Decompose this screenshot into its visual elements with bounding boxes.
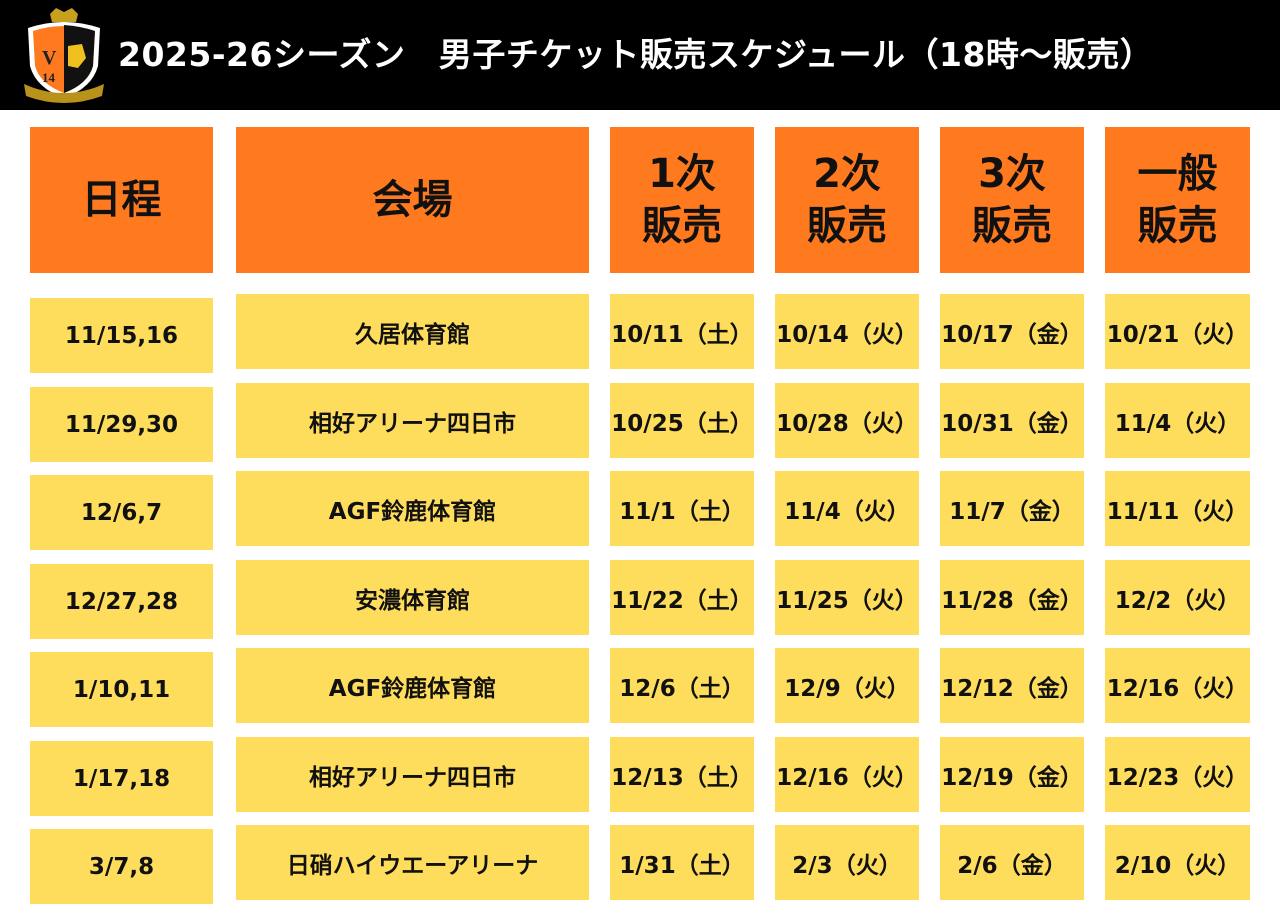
cell-general-sale: 11/4（火）: [1105, 383, 1250, 458]
cell-general-sale: 12/2（火）: [1105, 560, 1250, 635]
cell-sale-2: 10/28（火）: [775, 383, 919, 458]
column-header-sale-1: 1次 販売: [610, 127, 754, 273]
cell-sale-2: 12/16（火）: [775, 737, 919, 812]
cell-sale-2: 11/4（火）: [775, 471, 919, 546]
cell-date: 1/17,18: [30, 741, 213, 816]
cell-general-sale: 10/21（火）: [1105, 294, 1250, 369]
cell-sale-3: 12/19（金）: [940, 737, 1084, 812]
cell-date: 1/10,11: [30, 652, 213, 727]
header-bar: V 14 2025-26シーズン 男子チケット販売スケジュール（18時〜販売）: [0, 0, 1280, 110]
cell-sale-1: 10/11（土）: [610, 294, 754, 369]
cell-sale-3: 10/17（金）: [940, 294, 1084, 369]
page-title: 2025-26シーズン 男子チケット販売スケジュール（18時〜販売）: [118, 35, 1154, 74]
column-header-venue: 会場: [236, 127, 589, 273]
svg-text:V: V: [42, 47, 57, 69]
column-header-sale-2: 2次 販売: [775, 127, 919, 273]
cell-date: 12/6,7: [30, 475, 213, 550]
cell-venue: 日硝ハイウエーアリーナ: [236, 825, 589, 900]
column-header-general-sale: 一般 販売: [1105, 127, 1250, 273]
cell-sale-3: 11/28（金）: [940, 560, 1084, 635]
cell-venue: 安濃体育館: [236, 560, 589, 635]
cell-venue: AGF鈴鹿体育館: [236, 648, 589, 723]
cell-sale-3: 10/31（金）: [940, 383, 1084, 458]
cell-sale-2: 10/14（火）: [775, 294, 919, 369]
cell-general-sale: 12/23（火）: [1105, 737, 1250, 812]
cell-venue: AGF鈴鹿体育館: [236, 471, 589, 546]
cell-sale-1: 12/6（土）: [610, 648, 754, 723]
team-logo: V 14: [24, 8, 104, 103]
cell-sale-1: 11/1（土）: [610, 471, 754, 546]
cell-sale-1: 12/13（土）: [610, 737, 754, 812]
cell-venue: 久居体育館: [236, 294, 589, 369]
cell-sale-1: 10/25（土）: [610, 383, 754, 458]
cell-venue: 相好アリーナ四日市: [236, 737, 589, 812]
cell-sale-3: 2/6（金）: [940, 825, 1084, 900]
cell-sale-3: 11/7（金）: [940, 471, 1084, 546]
column-header-date: 日程: [30, 127, 213, 273]
column-header-sale-3: 3次 販売: [940, 127, 1084, 273]
cell-sale-1: 1/31（土）: [610, 825, 754, 900]
cell-sale-2: 12/9（火）: [775, 648, 919, 723]
cell-date: 12/27,28: [30, 564, 213, 639]
cell-sale-2: 11/25（火）: [775, 560, 919, 635]
svg-text:14: 14: [42, 70, 56, 85]
cell-date: 3/7,8: [30, 829, 213, 904]
cell-general-sale: 2/10（火）: [1105, 825, 1250, 900]
cell-sale-2: 2/3（火）: [775, 825, 919, 900]
cell-date: 11/15,16: [30, 298, 213, 373]
cell-general-sale: 11/11（火）: [1105, 471, 1250, 546]
cell-date: 11/29,30: [30, 387, 213, 462]
cell-sale-1: 11/22（土）: [610, 560, 754, 635]
cell-venue: 相好アリーナ四日市: [236, 383, 589, 458]
cell-sale-3: 12/12（金）: [940, 648, 1084, 723]
cell-general-sale: 12/16（火）: [1105, 648, 1250, 723]
